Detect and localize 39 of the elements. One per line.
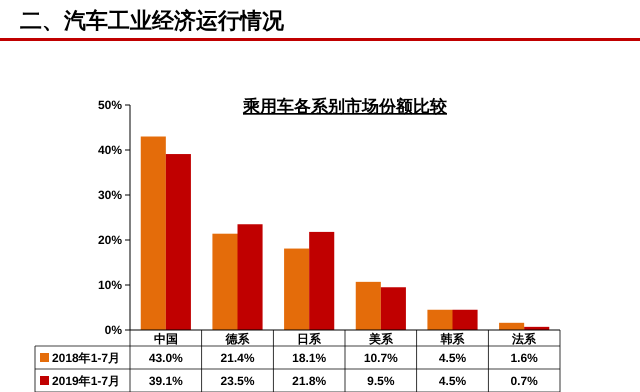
x-tick-label: 中国 (154, 332, 178, 346)
bar (212, 234, 238, 330)
x-tick-label: 韩系 (440, 332, 466, 346)
bar (499, 322, 524, 330)
bar (309, 232, 334, 330)
y-tick-label: 20% (98, 233, 122, 247)
data-label: 4.5% (438, 351, 466, 365)
bar (140, 136, 166, 330)
x-tick-label: 法系 (511, 332, 538, 346)
data-label: 18.1% (292, 351, 327, 365)
x-tick-label: 美系 (368, 332, 394, 346)
data-label: 39.1% (148, 374, 184, 388)
data-label: 21.4% (220, 351, 255, 365)
data-label: 43.0% (148, 351, 184, 365)
data-label: 23.5% (220, 374, 255, 388)
bar (166, 154, 191, 330)
data-label: 0.7% (510, 374, 538, 388)
bar (284, 248, 310, 330)
bar (452, 310, 478, 330)
y-tick-label: 10% (98, 278, 122, 292)
data-label: 4.5% (438, 374, 466, 388)
bar (380, 287, 406, 330)
data-label: 9.5% (367, 374, 395, 388)
y-tick-label: 50% (98, 98, 122, 112)
legend-label: 2018年1-7月 (52, 351, 120, 365)
data-label: 21.8% (292, 374, 327, 388)
y-tick-label: 30% (98, 188, 122, 202)
bar (356, 282, 381, 330)
legend-label: 2019年1-7月 (52, 374, 120, 388)
chart-subtitle: 乘用车各系别市场份额比较 (242, 97, 448, 116)
data-label: 1.6% (510, 351, 538, 365)
bar (238, 224, 263, 330)
chart-title: 二、汽车工业经济运行情况 (20, 8, 285, 33)
data-label: 10.7% (364, 351, 398, 365)
bar (427, 310, 452, 330)
y-tick-label: 0% (104, 323, 122, 337)
x-tick-label: 德系 (224, 332, 250, 346)
y-tick-label: 40% (98, 143, 122, 157)
x-tick-label: 日系 (297, 332, 322, 346)
